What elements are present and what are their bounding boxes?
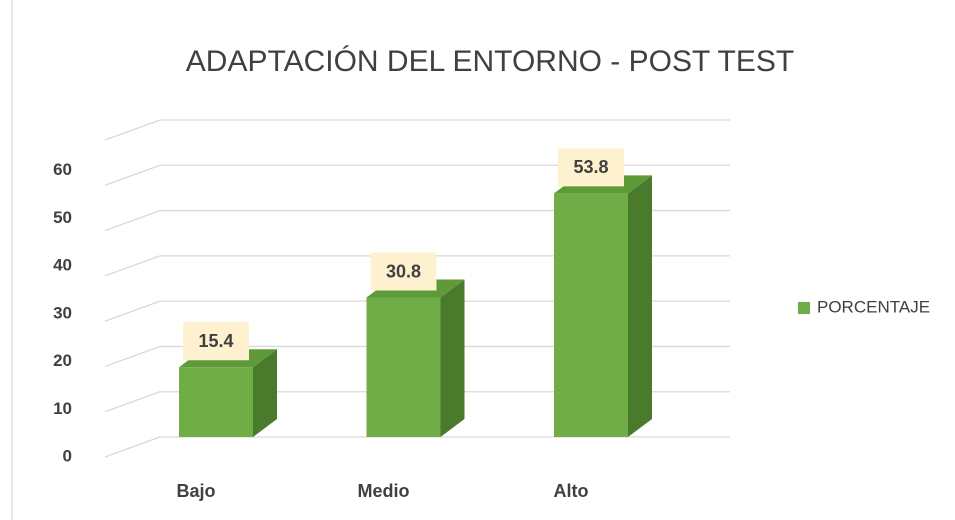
y-tick-label: 50 [53, 208, 72, 227]
y-tick-label: 30 [53, 303, 72, 322]
grid-line [104, 391, 161, 413]
grid-line [104, 436, 161, 458]
y-tick-label: 0 [63, 446, 72, 465]
grid-line [104, 164, 161, 186]
x-tick-label: Medio [358, 481, 410, 501]
data-label-box [558, 148, 624, 187]
data-label-box [370, 252, 437, 291]
y-tick-label: 20 [53, 351, 72, 370]
x-tick-label: Bajo [176, 481, 215, 501]
bar-front [179, 367, 253, 437]
x-tick-label: Alto [554, 481, 589, 501]
y-tick-label: 10 [53, 399, 72, 418]
bar-front [554, 193, 628, 437]
grid-line [104, 209, 161, 232]
data-label: 30.8 [386, 261, 421, 281]
bar-side [253, 349, 277, 437]
chart-title: ADAPTACIÓN DEL ENTORNO - POST TEST [186, 45, 794, 78]
y-tick-label: 40 [53, 256, 72, 275]
bar-front [366, 297, 441, 437]
data-label: 53.8 [573, 157, 608, 177]
bar-side [440, 279, 465, 437]
grid-line [104, 119, 161, 141]
data-label: 15.4 [198, 331, 233, 351]
grid-line [104, 300, 161, 322]
data-label-box [183, 322, 249, 361]
legend-label: PORCENTAJE [817, 297, 930, 316]
legend-swatch [798, 302, 810, 314]
bar-side [628, 175, 652, 437]
grid-line [104, 345, 161, 368]
grid-line [104, 255, 161, 277]
y-tick-label: 60 [53, 160, 72, 179]
